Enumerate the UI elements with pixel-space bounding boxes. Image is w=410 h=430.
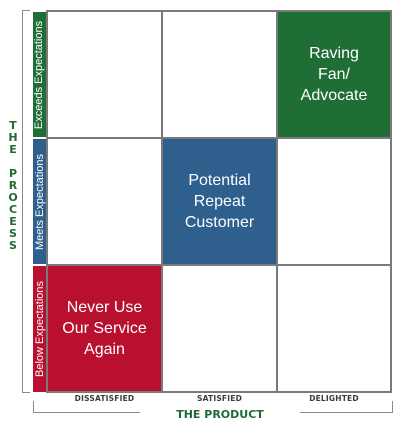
grid-left-border [46,10,48,393]
grid-row-divider-1 [46,137,392,139]
row-label-below: Below Expectations [33,266,46,392]
process-axis-bracket [22,10,30,393]
process-title-char: C [8,203,18,216]
grid-top-border [46,10,392,12]
cell-never-use-text: Never Use Our Service Again [62,299,147,358]
col-label-delighted: DELIGHTED [309,394,359,403]
cell-raving-fan-text: Raving Fan/ Advocate [300,45,368,104]
process-title-char: E [9,215,17,228]
process-title-char: T [9,119,17,132]
process-axis-title: T H E P R O C E S S [2,120,24,290]
grid-bottom-border [46,391,392,393]
row-label-exceeds-text: Exceeds Expectations [33,20,46,129]
process-title-char: S [9,227,17,240]
cell-never-use: Never Use Our Service Again [48,266,163,393]
cell-potential-repeat: Potential Repeat Customer [163,139,278,266]
process-title-char: O [8,191,18,204]
grid-col-divider-1 [161,10,163,393]
process-title-char: P [8,167,18,180]
col-label-satisfied: SATISFIED [197,394,242,403]
cell-raving-fan: Raving Fan/ Advocate [278,12,392,139]
grid-right-border [390,10,392,393]
col-label-dissatisfied: DISSATISFIED [74,394,135,403]
row-label-meets-text: Meets Expectations [33,153,46,250]
row-label-exceeds: Exceeds Expectations [33,12,46,137]
process-title-char: R [8,179,18,192]
row-label-below-text: Below Expectations [33,281,46,377]
cell-potential-repeat-text: Potential Repeat Customer [184,172,255,231]
product-axis-title: THE PRODUCT [140,408,300,421]
process-title-char: E [9,143,17,156]
process-title-char: S [9,239,17,252]
row-label-meets: Meets Expectations [33,139,46,264]
process-title-char: H [8,131,18,144]
